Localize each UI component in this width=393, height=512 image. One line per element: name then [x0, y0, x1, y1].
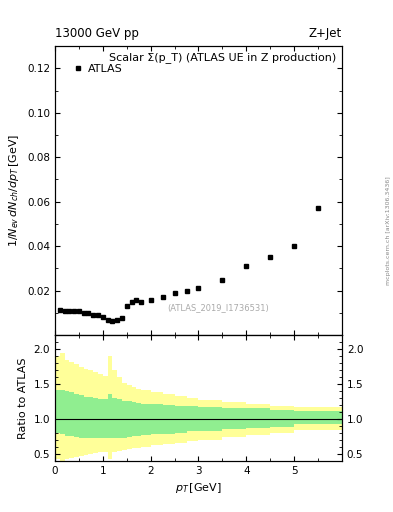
Text: (ATLAS_2019_I1736531): (ATLAS_2019_I1736531) — [168, 303, 270, 312]
Text: Z+Jet: Z+Jet — [309, 27, 342, 40]
ATLAS — [110, 317, 115, 324]
ATLAS — [160, 294, 165, 301]
ATLAS — [316, 205, 320, 211]
ATLAS — [96, 312, 101, 318]
ATLAS — [62, 308, 67, 314]
ATLAS — [148, 296, 153, 303]
ATLAS — [101, 314, 105, 321]
Text: mcplots.cern.ch [arXiv:1306.3436]: mcplots.cern.ch [arXiv:1306.3436] — [386, 176, 391, 285]
ATLAS — [81, 310, 86, 316]
ATLAS — [115, 316, 119, 323]
ATLAS — [125, 303, 129, 309]
ATLAS — [244, 263, 249, 269]
Text: Scalar Σ(p_T) (ATLAS UE in Z production): Scalar Σ(p_T) (ATLAS UE in Z production) — [109, 52, 336, 63]
ATLAS — [129, 298, 134, 305]
Text: 13000 GeV pp: 13000 GeV pp — [55, 27, 139, 40]
ATLAS — [86, 310, 91, 316]
ATLAS — [220, 276, 225, 283]
Y-axis label: Ratio to ATLAS: Ratio to ATLAS — [18, 357, 28, 439]
ATLAS — [292, 243, 296, 249]
ATLAS — [67, 308, 72, 314]
ATLAS — [91, 312, 95, 318]
Line: ATLAS: ATLAS — [57, 206, 320, 323]
ATLAS — [77, 308, 81, 314]
Legend: ATLAS: ATLAS — [69, 60, 126, 77]
X-axis label: $p_T\,[\mathrm{GeV}]$: $p_T\,[\mathrm{GeV}]$ — [175, 481, 222, 495]
ATLAS — [172, 290, 177, 296]
ATLAS — [184, 288, 189, 294]
ATLAS — [134, 296, 139, 303]
ATLAS — [119, 315, 124, 322]
ATLAS — [105, 316, 110, 323]
ATLAS — [196, 285, 201, 291]
ATLAS — [139, 298, 143, 305]
ATLAS — [72, 308, 77, 314]
ATLAS — [57, 307, 62, 313]
Y-axis label: $1/N_{ev}\,dN_{ch}/dp_T\,[\mathrm{GeV}]$: $1/N_{ev}\,dN_{ch}/dp_T\,[\mathrm{GeV}]$ — [7, 134, 22, 247]
ATLAS — [268, 254, 273, 261]
